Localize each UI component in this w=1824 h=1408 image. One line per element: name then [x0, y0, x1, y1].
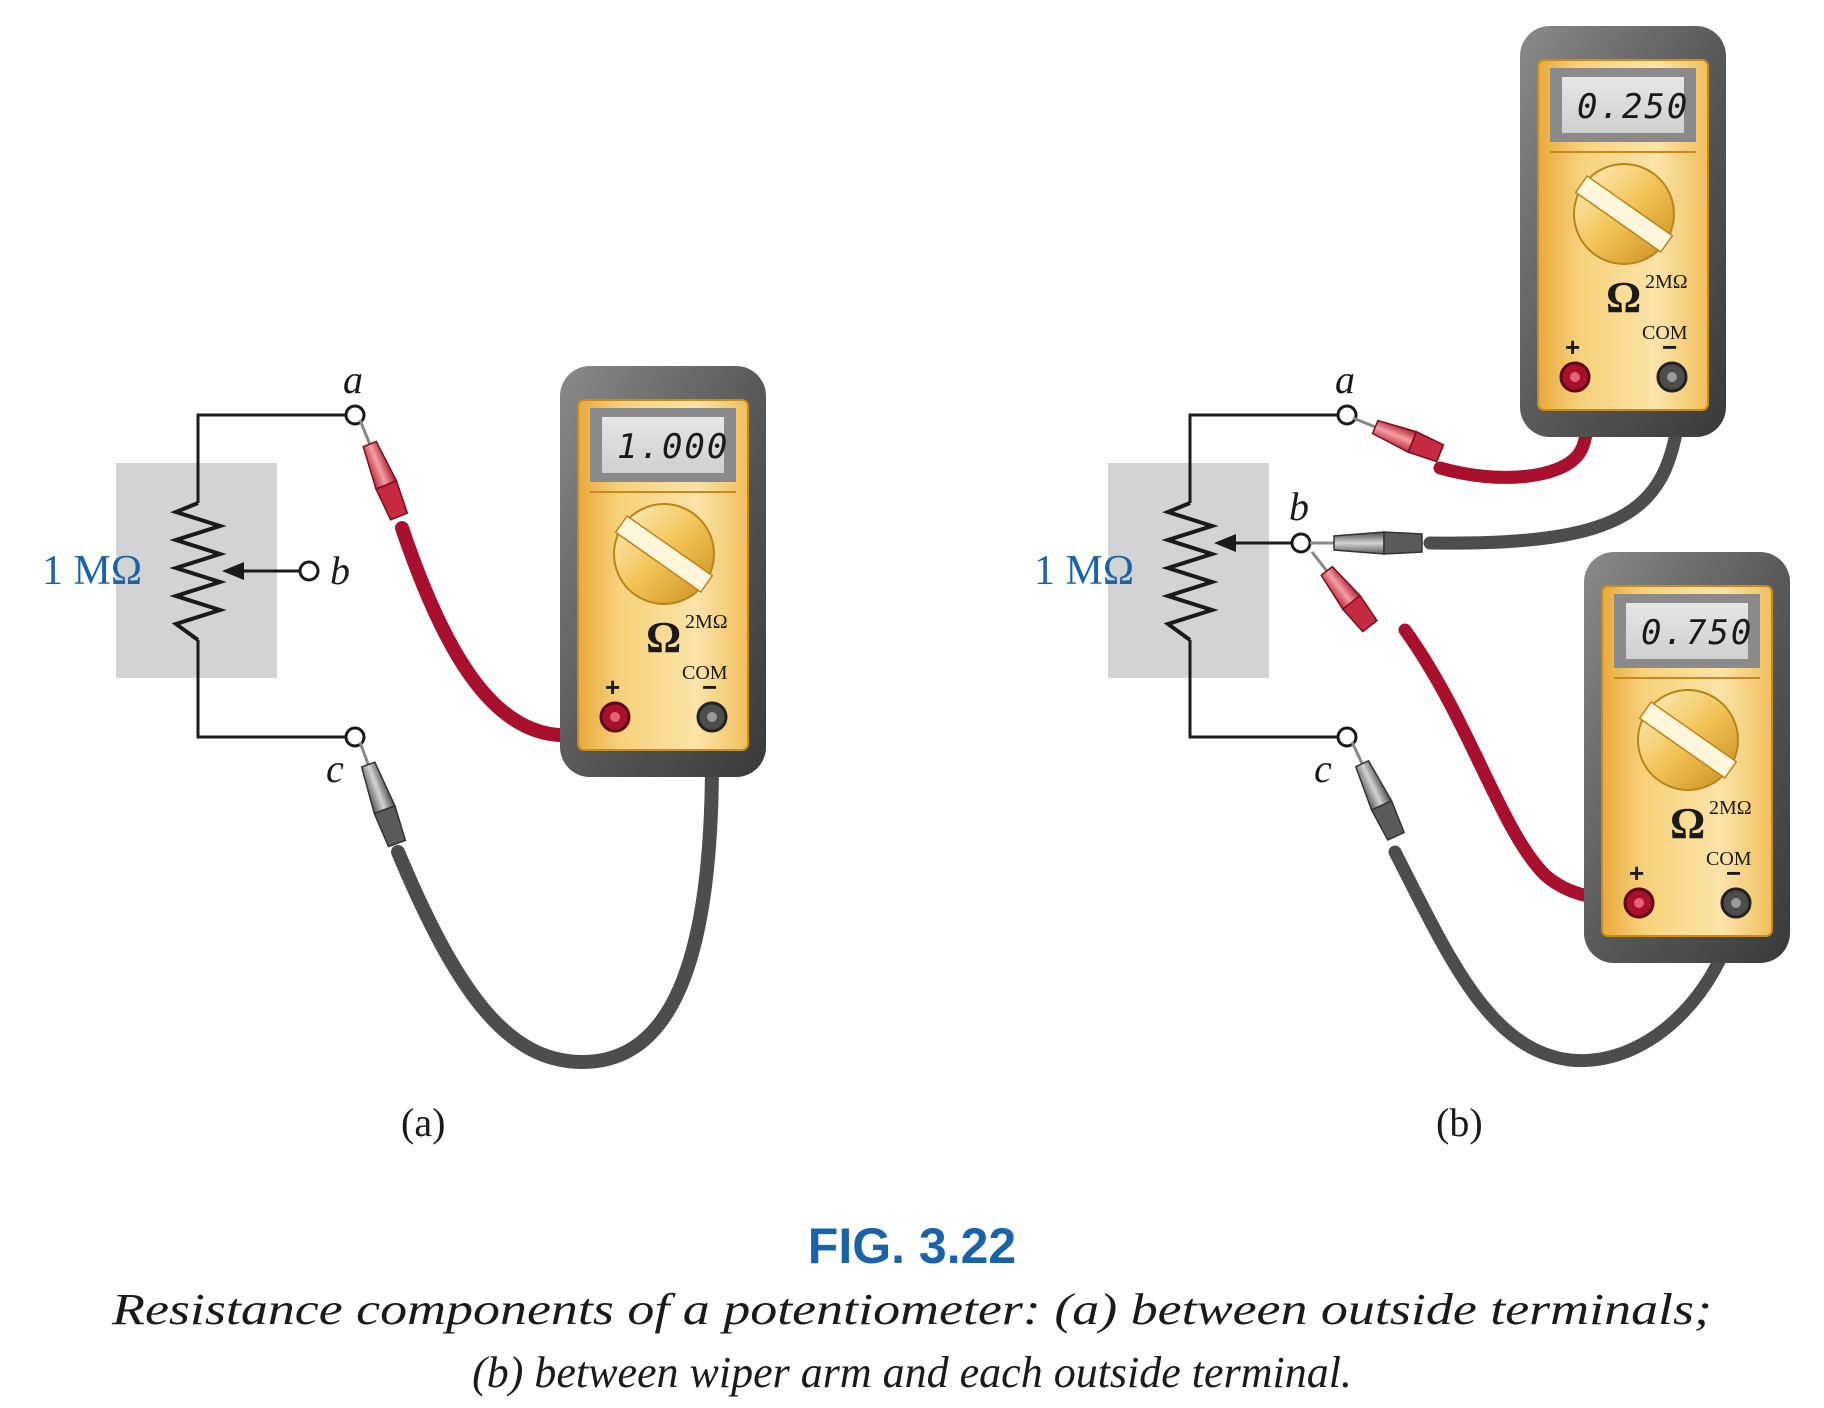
terminal-c[interactable] — [1336, 726, 1358, 748]
red-probe-clip-bottom — [1310, 551, 1378, 633]
com-label: COM — [1706, 848, 1752, 870]
terminal-a[interactable] — [1336, 404, 1358, 426]
wiper-arrowhead — [1214, 534, 1236, 552]
range-label: 2MΩ — [685, 611, 728, 633]
figure-caption: FIG. 3.22 Resistance components of a pot… — [111, 1218, 1712, 1397]
black-probe-clip-bottom — [1350, 741, 1406, 842]
multimeter-a: 1.000 Ω 2MΩ + − COM — [560, 366, 766, 777]
com-label: COM — [682, 662, 728, 684]
ohm-symbol: Ω — [646, 613, 681, 662]
wire-a — [196, 413, 355, 503]
caption-line-2: (b) between wiper arm and each outside t… — [472, 1348, 1352, 1397]
minus-sign: − — [1662, 332, 1677, 362]
terminal-b-label: b — [1289, 484, 1309, 529]
terminal-a-label: a — [1335, 357, 1355, 402]
wire-c — [1188, 640, 1347, 739]
com-label: COM — [1642, 322, 1688, 344]
range-label: 2MΩ — [1645, 271, 1688, 293]
red-probe-clip-top — [1352, 416, 1445, 463]
terminal-c-label: c — [326, 746, 344, 791]
knob-pointer — [1638, 700, 1738, 780]
lcd-screen — [602, 417, 724, 473]
resistor-value-label: 1 MΩ — [42, 548, 142, 594]
lcd-reading: 0.750 — [1641, 613, 1753, 653]
lcd-screen — [1562, 77, 1684, 133]
caption-line-1: Resistance components of a potentiometer… — [111, 1285, 1712, 1334]
black-probe-clip-top — [1310, 531, 1423, 555]
lcd-screen — [1626, 603, 1748, 659]
panel-a: a b c 1 MΩ 1.000 Ω 2MΩ — [42, 357, 766, 1145]
sublabel-b: (b) — [1436, 1100, 1483, 1145]
terminal-b[interactable] — [298, 560, 320, 582]
minus-sign: − — [702, 672, 717, 702]
plus-sign: + — [1565, 332, 1580, 362]
knob-pointer — [1574, 174, 1674, 254]
knob-pointer — [614, 514, 714, 594]
lcd-reading: 1.000 — [617, 427, 729, 467]
ohm-symbol: Ω — [1606, 273, 1641, 322]
resistor-zigzag — [1161, 501, 1219, 642]
resistor-value-label: 1 MΩ — [1034, 548, 1134, 594]
black-lead-cable — [391, 718, 719, 1070]
multimeter-b-top: 0.250 Ω 2MΩ + − COM — [1520, 26, 1726, 437]
black-probe-clip — [358, 741, 407, 848]
wiper-arrowhead — [222, 562, 244, 580]
plus-sign: + — [1629, 858, 1644, 888]
sublabel-a: (a) — [401, 1100, 445, 1145]
lcd-reading: 0.250 — [1577, 87, 1689, 127]
wire-c — [196, 640, 355, 739]
terminal-b[interactable] — [1290, 532, 1312, 554]
wire-a — [1188, 413, 1347, 503]
terminal-b-label: b — [330, 548, 350, 593]
multimeter-b-bottom: 0.750 Ω 2MΩ + − COM — [1584, 552, 1790, 963]
range-label: 2MΩ — [1709, 797, 1752, 819]
terminal-a[interactable] — [344, 404, 366, 426]
terminal-a-label: a — [343, 357, 363, 402]
figure-number: FIG. 3.22 — [808, 1218, 1016, 1274]
ohm-symbol: Ω — [1670, 799, 1705, 848]
black-lead-cable-bottom — [1388, 845, 1744, 1068]
terminal-c[interactable] — [344, 726, 366, 748]
plus-sign: + — [605, 672, 620, 702]
minus-sign: − — [1726, 858, 1741, 888]
terminal-c-label: c — [1314, 746, 1332, 791]
resistor-zigzag — [169, 501, 227, 642]
panel-b: a b c 1 MΩ — [1034, 26, 1790, 1145]
red-probe-clip — [358, 419, 409, 521]
